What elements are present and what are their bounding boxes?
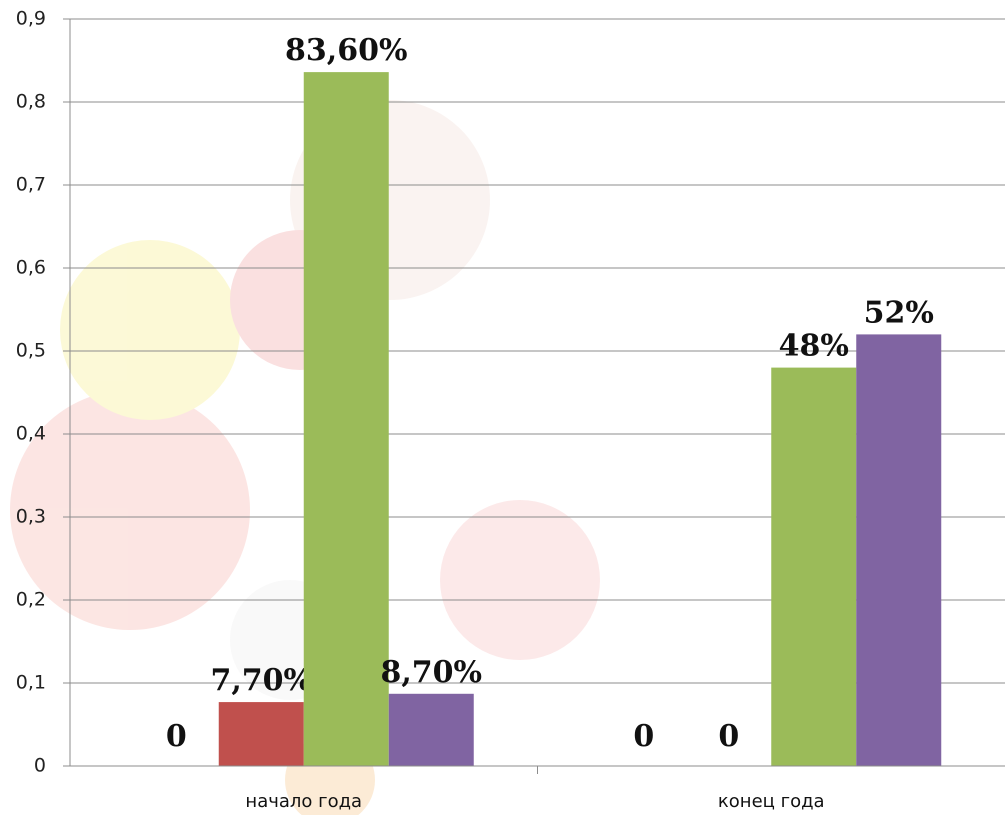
y-tick-label: 0,6	[16, 257, 46, 279]
value-label: 83,60%	[285, 33, 407, 68]
bar	[856, 334, 941, 766]
value-label: 48%	[779, 329, 849, 364]
page: 0 0,1 0,2 0,3 0,4 0,5 0,6 0,7 0,8 0,9 начало года 0…	[0, 0, 1005, 815]
value-label: 8,70%	[380, 655, 482, 690]
value-label: 52%	[864, 295, 934, 330]
chart: 0 0,1 0,2 0,3 0,4 0,5 0,6 0,7 0,8 0,9 начало года 0…	[0, 0, 1005, 815]
bar	[389, 694, 474, 766]
y-tick-label: 0,5	[16, 340, 46, 362]
y-tick-label: 0,9	[16, 8, 46, 30]
value-label: 0	[718, 719, 739, 754]
y-tick-label: 0	[34, 755, 46, 777]
y-tick-label: 0,4	[16, 423, 46, 445]
y-tick-label: 0,3	[16, 506, 46, 528]
bar	[771, 368, 856, 766]
y-tick-label: 0,8	[16, 91, 46, 113]
y-tick-label: 0,2	[16, 589, 46, 611]
value-label: 0	[166, 719, 187, 754]
value-label: 7,70%	[210, 663, 312, 698]
y-tick-label: 0,1	[16, 672, 46, 694]
bar	[219, 702, 304, 766]
x-tick-label: конец года	[718, 791, 825, 812]
bar	[304, 72, 389, 766]
x-tick-label: начало года	[245, 791, 362, 812]
value-label: 0	[633, 719, 654, 754]
y-tick-label: 0,7	[16, 174, 46, 196]
